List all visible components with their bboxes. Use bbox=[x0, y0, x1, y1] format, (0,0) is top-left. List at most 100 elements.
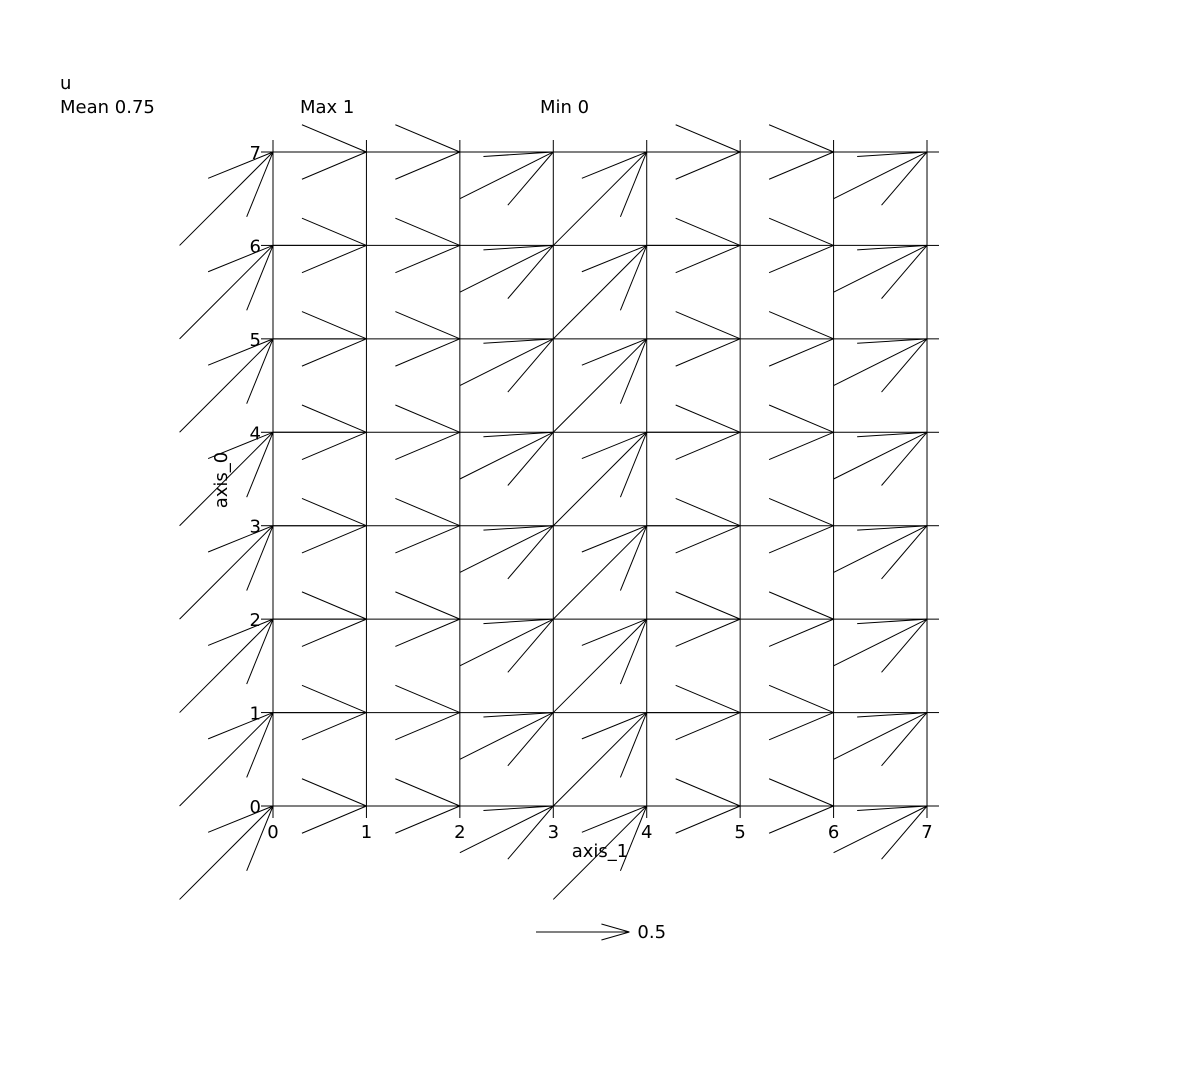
arrow-head-right bbox=[483, 618, 554, 625]
vector-arrow bbox=[395, 778, 461, 834]
arrow-head-right bbox=[675, 684, 741, 714]
arrow-shaft bbox=[459, 244, 554, 293]
arrow-head-left bbox=[768, 244, 834, 274]
arrow-head-left bbox=[246, 712, 274, 778]
vector-arrow bbox=[459, 712, 554, 767]
vector-arrow bbox=[552, 805, 648, 900]
arrow-shaft bbox=[459, 338, 554, 387]
x-tick-label: 1 bbox=[361, 822, 372, 843]
arrow-shaft bbox=[833, 431, 928, 480]
arrow-head-left bbox=[881, 151, 928, 206]
arrow-head-left bbox=[881, 712, 928, 767]
arrow-head-right bbox=[301, 124, 367, 153]
arrow-head-left bbox=[768, 338, 834, 367]
arrow-head-left bbox=[619, 151, 648, 218]
arrow-head-right bbox=[768, 217, 834, 246]
arrow-head-left bbox=[675, 244, 741, 274]
vector-arrow bbox=[552, 618, 648, 713]
arrow-shaft bbox=[459, 712, 554, 760]
arrow-shaft bbox=[552, 338, 648, 433]
vector-arrow bbox=[179, 431, 274, 527]
y-tick-label: 1 bbox=[250, 704, 261, 725]
vector-arrow bbox=[179, 525, 274, 620]
arrow-head-right bbox=[675, 311, 741, 340]
arrow-head-right bbox=[768, 124, 834, 153]
arrow-head-right bbox=[395, 591, 461, 620]
arrow-head-left bbox=[675, 338, 741, 367]
arrow-head-left bbox=[507, 525, 554, 580]
arrow-head-right bbox=[675, 497, 741, 527]
vector-arrow bbox=[833, 618, 928, 673]
arrow-head-right bbox=[395, 124, 461, 153]
y-tick-label: 6 bbox=[250, 236, 261, 257]
arrow-head-left bbox=[619, 805, 648, 872]
arrow-head-right bbox=[395, 684, 461, 714]
arrow-shaft bbox=[459, 805, 554, 854]
arrow-shaft bbox=[179, 431, 274, 527]
arrow-head-right bbox=[675, 591, 741, 620]
arrow-head-left bbox=[301, 244, 367, 274]
arrow-shaft bbox=[552, 712, 648, 807]
arrow-head-left bbox=[246, 618, 274, 685]
vector-arrow bbox=[833, 805, 928, 860]
y-tick-label: 4 bbox=[250, 423, 261, 444]
arrow-head-right bbox=[483, 244, 554, 251]
arrow-head-left bbox=[675, 618, 741, 647]
arrow-shaft bbox=[833, 712, 928, 760]
vector-arrow bbox=[179, 618, 274, 713]
vector-arrow bbox=[459, 805, 554, 860]
arrow-head-right bbox=[581, 338, 647, 366]
quiver-key-arrow-head-bottom bbox=[601, 931, 630, 941]
y-tick-label: 2 bbox=[250, 610, 261, 631]
arrow-shaft bbox=[552, 431, 648, 527]
arrow-shaft bbox=[179, 525, 274, 620]
arrow-head-left bbox=[881, 431, 928, 486]
arrow-head-left bbox=[246, 245, 274, 311]
vector-arrow bbox=[552, 244, 648, 340]
arrow-head-left bbox=[768, 151, 834, 180]
vector-arrow bbox=[768, 591, 834, 647]
arrow-head-right bbox=[301, 778, 367, 807]
arrow-head-left bbox=[301, 805, 367, 834]
arrow-head-left bbox=[246, 805, 274, 872]
arrow-head-right bbox=[301, 217, 367, 246]
arrow-head-left bbox=[768, 431, 834, 460]
vector-arrow bbox=[833, 338, 928, 393]
vector-arrow bbox=[273, 404, 367, 460]
arrow-head-left bbox=[881, 805, 928, 860]
arrow-head-left bbox=[768, 712, 834, 741]
vector-arrow bbox=[833, 712, 928, 767]
vector-arrow bbox=[459, 244, 554, 299]
arrow-shaft bbox=[459, 151, 554, 200]
arrow-head-right bbox=[768, 591, 834, 620]
arrow-shaft bbox=[552, 618, 648, 713]
arrow-shaft bbox=[179, 338, 274, 433]
arrow-shaft bbox=[833, 525, 928, 573]
vector-arrow bbox=[833, 431, 928, 486]
arrow-head-right bbox=[207, 431, 274, 460]
arrow-shaft bbox=[833, 338, 928, 387]
vector-arrow bbox=[459, 151, 554, 206]
quiver-key: 0.5 bbox=[536, 922, 666, 943]
arrow-head-left bbox=[768, 525, 834, 554]
y-axis-label: axis_0 bbox=[211, 452, 232, 509]
vector-arrow bbox=[395, 124, 461, 180]
vector-arrow bbox=[768, 124, 834, 180]
x-tick-label: 2 bbox=[454, 822, 465, 843]
arrow-head-right bbox=[675, 404, 741, 433]
arrow-head-left bbox=[301, 618, 367, 647]
x-tick-label: 7 bbox=[921, 822, 932, 843]
arrow-head-right bbox=[395, 497, 461, 527]
arrow-head-right bbox=[768, 311, 834, 340]
arrow-head-right bbox=[857, 431, 928, 438]
vector-arrow bbox=[768, 311, 834, 367]
vector-arrow bbox=[768, 404, 834, 460]
arrow-head-left bbox=[507, 245, 554, 299]
arrow-shaft bbox=[179, 618, 274, 713]
arrow-shaft bbox=[459, 525, 554, 573]
arrow-head-left bbox=[619, 525, 648, 591]
arrow-head-left bbox=[301, 712, 367, 741]
arrow-shaft bbox=[179, 805, 274, 900]
arrow-head-left bbox=[246, 525, 274, 591]
arrow-head-right bbox=[207, 244, 274, 273]
